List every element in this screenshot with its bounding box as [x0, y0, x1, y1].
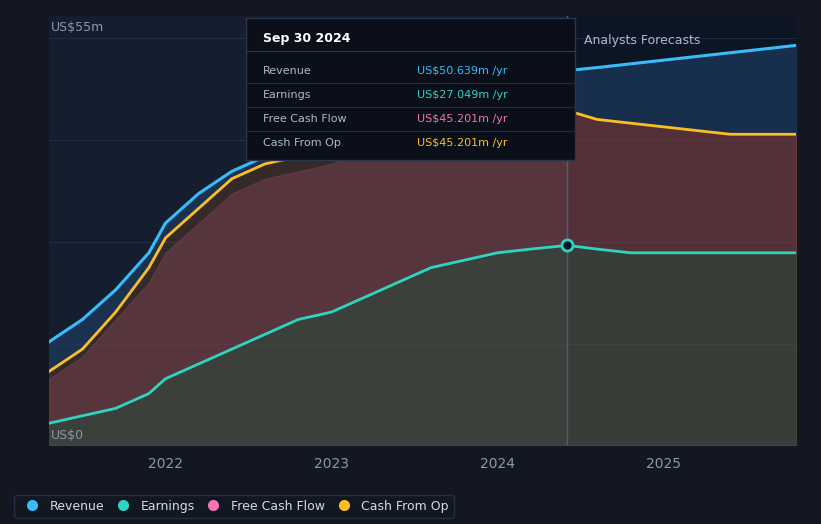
- Text: Earnings: Earnings: [263, 90, 311, 100]
- Text: Revenue: Revenue: [263, 66, 311, 75]
- Bar: [49, 16, 567, 445]
- Text: Past: Past: [534, 34, 561, 47]
- Legend: Revenue, Earnings, Free Cash Flow, Cash From Op: Revenue, Earnings, Free Cash Flow, Cash …: [15, 495, 453, 518]
- Text: US$0: US$0: [51, 429, 84, 442]
- Text: Free Cash Flow: Free Cash Flow: [263, 114, 346, 124]
- Text: US$45.201m /yr: US$45.201m /yr: [417, 138, 507, 148]
- Text: Analysts Forecasts: Analysts Forecasts: [584, 34, 700, 47]
- Bar: [567, 16, 796, 445]
- Text: US$50.639m /yr: US$50.639m /yr: [417, 66, 507, 75]
- Text: Sep 30 2024: Sep 30 2024: [263, 32, 351, 46]
- Text: US$45.201m /yr: US$45.201m /yr: [417, 114, 507, 124]
- Text: US$55m: US$55m: [51, 21, 104, 34]
- Text: Cash From Op: Cash From Op: [263, 138, 341, 148]
- Text: US$27.049m /yr: US$27.049m /yr: [417, 90, 508, 100]
